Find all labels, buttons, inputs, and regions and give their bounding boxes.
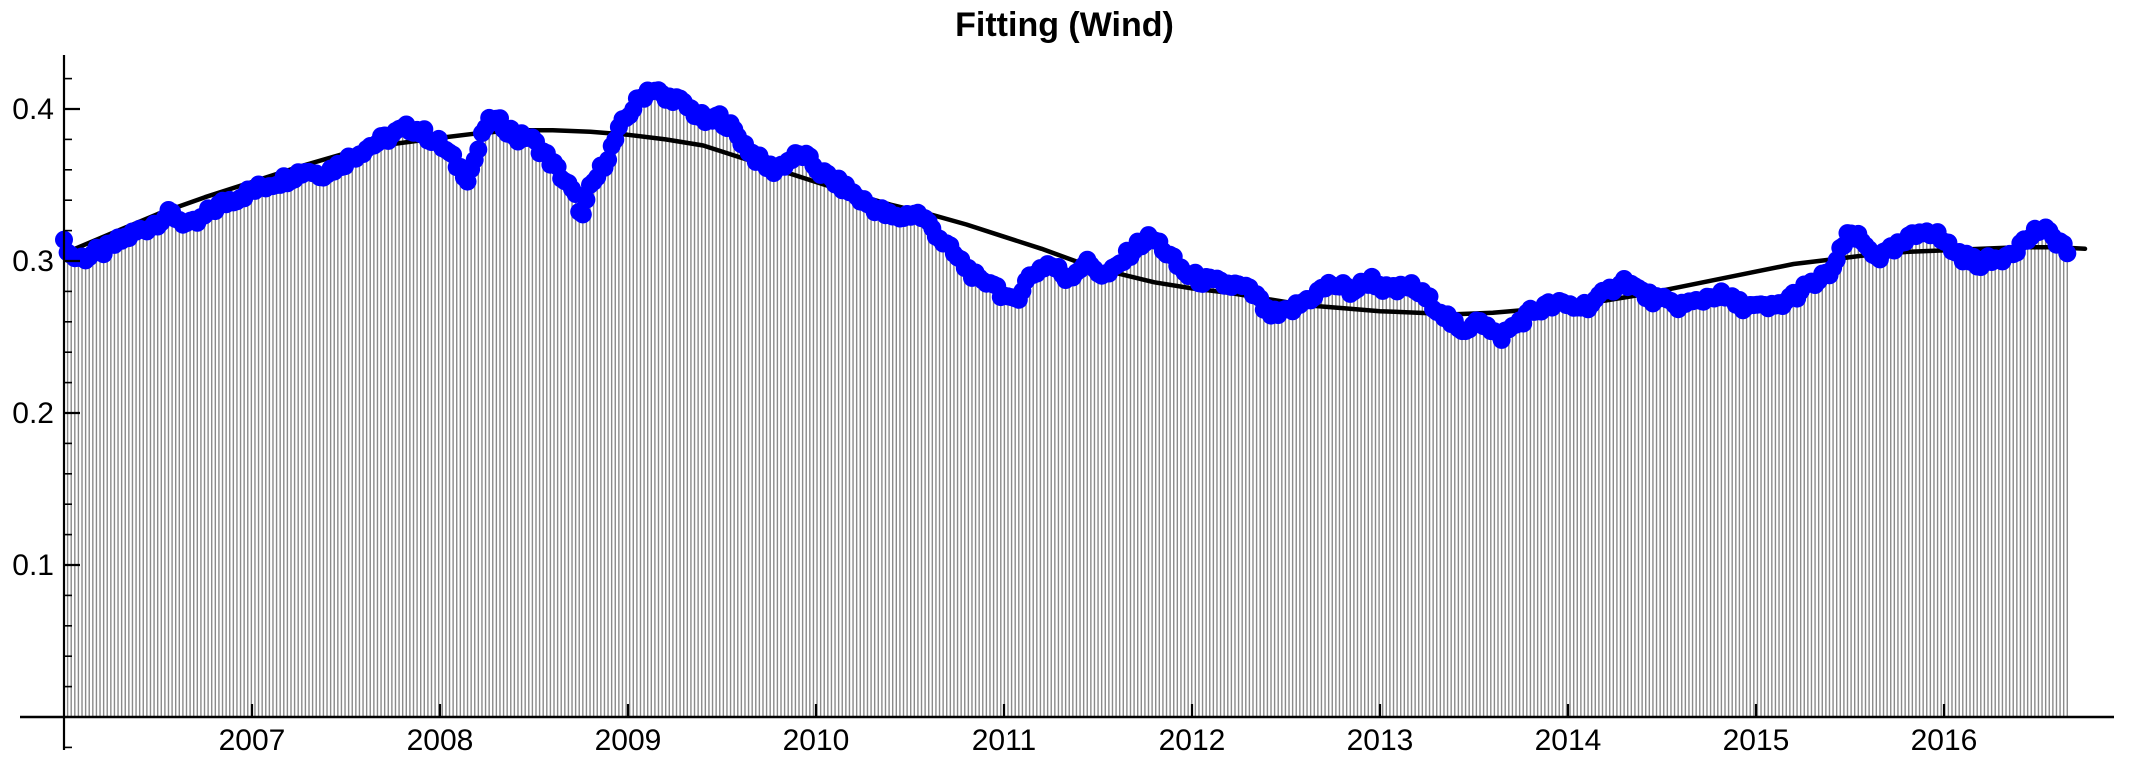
x-tick-label: 2015: [1723, 724, 1790, 757]
x-tick-label: 2016: [1911, 724, 1978, 757]
data-point: [577, 190, 596, 209]
x-tick-label: 2014: [1535, 724, 1602, 757]
y-tick-label: 0.1: [12, 549, 54, 582]
x-tick-label: 2012: [1159, 724, 1226, 757]
y-tick-label: 0.2: [12, 397, 54, 430]
x-tick-label: 2011: [972, 724, 1037, 757]
data-point: [573, 205, 592, 224]
x-tick-label: 2008: [407, 724, 474, 757]
axes: [20, 55, 2114, 750]
x-tick-label: 2013: [1347, 724, 1414, 757]
y-tick-label: 0.3: [12, 245, 54, 278]
x-tick-label: 2009: [595, 724, 662, 757]
x-tick-label: 2007: [219, 724, 286, 757]
x-tick-label: 2010: [783, 724, 850, 757]
data-point: [599, 150, 618, 169]
data-points: [55, 81, 2077, 349]
data-stems: [63, 90, 2068, 716]
y-tick-label: 0.4: [12, 93, 54, 126]
data-point: [2058, 244, 2077, 263]
chart-title: Fitting (Wind): [955, 6, 1174, 44]
data-point: [469, 140, 488, 159]
